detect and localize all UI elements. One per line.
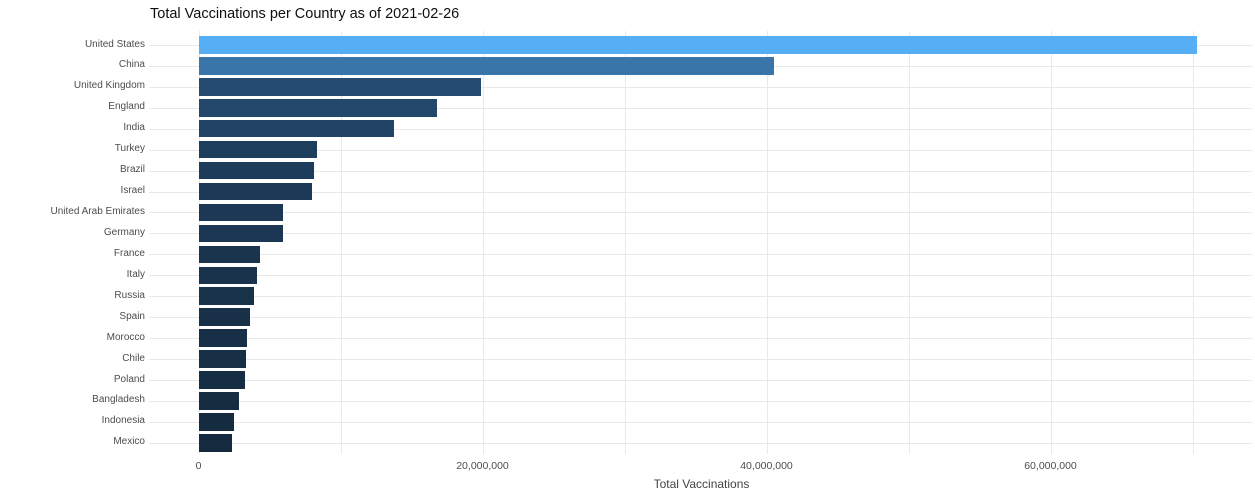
horizontal-gridline [149,212,1252,214]
bar-rows [149,35,1254,454]
y-tick-label-russia: Russia [114,289,145,301]
y-tick-label-england: England [108,101,145,113]
horizontal-gridline [149,442,1252,444]
y-tick-label-united-kingdom: United Kingdom [73,80,145,92]
bar-row [149,139,1254,160]
vertical-gridline [766,31,768,454]
y-tick-label-israel: Israel [120,185,145,197]
bar-france[interactable] [198,245,260,264]
vertical-gridline [482,31,484,454]
bar-row [149,286,1254,307]
y-tick-label-united-arab-emirates: United Arab Emirates [50,206,146,217]
bar-row [149,55,1254,76]
bar-row [149,349,1254,370]
horizontal-gridline [149,128,1252,130]
horizontal-gridline [149,400,1252,402]
chart-title: Total Vaccinations per Country as of 202… [150,6,460,22]
y-tick-label-mexico: Mexico [113,436,145,448]
bar-poland[interactable] [198,371,245,389]
y-tick-label-germany: Germany [103,226,145,238]
plot-area [149,31,1254,454]
y-tick-label-india: India [123,122,145,134]
y-tick-label-morocco: Morocco [106,331,145,343]
y-tick-label-turkey: Turkey [114,143,145,155]
horizontal-gridline [149,149,1252,151]
bar-row [149,390,1254,411]
bar-china[interactable] [198,57,774,75]
horizontal-gridline [149,379,1252,381]
bar-spain[interactable] [198,308,251,326]
bar-united-states[interactable] [198,36,1197,54]
bar-indonesia[interactable] [198,413,235,431]
y-tick-label-poland: Poland [113,373,145,385]
vertical-gridline [908,31,910,454]
vertical-gridline [198,31,200,454]
vertical-gridline [340,31,342,454]
bar-row [149,432,1254,453]
bar-row [149,244,1254,265]
horizontal-gridline [149,86,1252,88]
x-tick-label: 60,000,000 [1024,460,1077,472]
horizontal-gridline [149,338,1252,340]
bar-united-kingdom[interactable] [198,78,482,96]
bar-england[interactable] [198,99,438,117]
horizontal-gridline [149,254,1252,256]
bar-row [149,35,1254,56]
bar-row [149,223,1254,244]
y-tick-label-indonesia: Indonesia [101,415,145,427]
vertical-gridline [1050,31,1052,454]
y-tick-label-china: China [118,59,145,71]
bar-row [149,181,1254,202]
y-tick-label-brazil: Brazil [119,164,145,176]
bar-chile[interactable] [198,350,247,368]
bar-mexico[interactable] [198,434,232,452]
y-tick-label-spain: Spain [119,310,145,322]
horizontal-gridline [149,107,1252,109]
x-tick-label: 20,000,000 [456,460,509,472]
horizontal-gridline [149,359,1252,361]
bar-italy[interactable] [198,266,257,284]
horizontal-gridline [149,275,1252,277]
bar-row [149,328,1254,349]
horizontal-gridline [149,233,1252,235]
bar-row [149,411,1254,432]
vertical-gridline [624,31,626,454]
bar-germany[interactable] [198,224,283,243]
y-tick-label-united-states: United States [84,38,145,50]
y-axis-labels: United States China United Kingdom England I… [0,35,146,454]
y-tick-label-france: France [113,247,145,259]
bar-united-arab-emirates[interactable] [198,203,284,222]
bar-turkey[interactable] [198,140,317,159]
bar-morocco[interactable] [198,329,248,347]
bar-israel[interactable] [198,182,312,201]
vertical-gridline [1192,31,1194,454]
y-tick-label-bangladesh: Bangladesh [92,394,145,406]
bar-row [149,76,1254,97]
horizontal-gridline [149,421,1252,423]
bar-bangladesh[interactable] [198,392,240,410]
bar-india[interactable] [198,119,395,138]
bar-brazil[interactable] [198,161,315,180]
horizontal-gridline [149,317,1252,319]
bar-row [149,370,1254,391]
bar-row [149,265,1254,286]
bar-row [149,202,1254,223]
bar-row [149,97,1254,118]
horizontal-gridline [149,191,1252,193]
bar-row [149,307,1254,328]
x-tick-label: 40,000,000 [740,460,793,472]
y-tick-label-chile: Chile [122,352,145,364]
bar-row [149,118,1254,139]
x-tick-label: 0 [195,460,202,472]
x-axis-title: Total Vaccinations [653,476,750,491]
horizontal-gridline [149,170,1252,172]
y-tick-label-italy: Italy [126,268,145,280]
horizontal-gridline [149,296,1252,298]
bar-row [149,160,1254,181]
bar-russia[interactable] [198,287,255,305]
